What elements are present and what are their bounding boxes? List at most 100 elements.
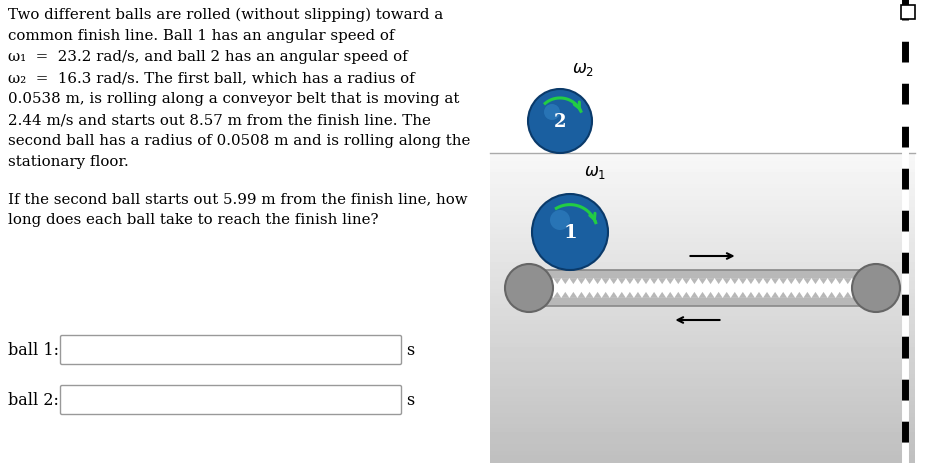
- Polygon shape: [763, 292, 771, 298]
- Polygon shape: [602, 279, 610, 284]
- Text: s: s: [406, 392, 414, 409]
- Polygon shape: [828, 292, 835, 298]
- Text: second ball has a radius of 0.0508 m and is rolling along the: second ball has a radius of 0.0508 m and…: [8, 134, 470, 148]
- Text: 1: 1: [563, 224, 577, 242]
- Polygon shape: [690, 279, 699, 284]
- Polygon shape: [545, 292, 554, 298]
- Bar: [901, 6, 915, 20]
- Polygon shape: [683, 292, 690, 298]
- Polygon shape: [844, 292, 852, 298]
- Polygon shape: [868, 279, 876, 284]
- Polygon shape: [844, 279, 852, 284]
- Text: $\omega_2$: $\omega_2$: [572, 61, 594, 78]
- Polygon shape: [715, 279, 722, 284]
- Polygon shape: [610, 292, 618, 298]
- Polygon shape: [699, 279, 706, 284]
- Polygon shape: [738, 279, 747, 284]
- Polygon shape: [835, 279, 844, 284]
- Polygon shape: [561, 292, 570, 298]
- Polygon shape: [658, 279, 666, 284]
- Text: ball 2:: ball 2:: [8, 392, 59, 409]
- Text: ball 1:: ball 1:: [8, 342, 59, 359]
- Polygon shape: [577, 292, 586, 298]
- Polygon shape: [610, 279, 618, 284]
- Polygon shape: [755, 279, 763, 284]
- Polygon shape: [626, 292, 634, 298]
- Text: stationary floor.: stationary floor.: [8, 155, 129, 169]
- Text: ω₁  =  23.2 rad/s, and ball 2 has an angular speed of: ω₁ = 23.2 rad/s, and ball 2 has an angul…: [8, 50, 408, 64]
- Polygon shape: [722, 292, 731, 298]
- Polygon shape: [683, 279, 690, 284]
- Polygon shape: [650, 292, 658, 298]
- Text: common finish line. Ball 1 has an angular speed of: common finish line. Ball 1 has an angula…: [8, 29, 394, 43]
- Polygon shape: [803, 292, 811, 298]
- Polygon shape: [529, 292, 538, 298]
- FancyBboxPatch shape: [61, 386, 402, 414]
- Polygon shape: [593, 292, 602, 298]
- Text: Two different balls are rolled (without slipping) toward a: Two different balls are rolled (without …: [8, 8, 444, 22]
- Polygon shape: [747, 292, 755, 298]
- Polygon shape: [561, 279, 570, 284]
- Polygon shape: [538, 292, 545, 298]
- Polygon shape: [586, 279, 593, 284]
- Polygon shape: [731, 292, 738, 298]
- Polygon shape: [852, 292, 860, 298]
- Polygon shape: [674, 279, 683, 284]
- Text: long does each ball take to reach the finish line?: long does each ball take to reach the fi…: [8, 213, 378, 226]
- Polygon shape: [634, 279, 642, 284]
- Circle shape: [528, 90, 592, 154]
- Polygon shape: [666, 279, 674, 284]
- Polygon shape: [860, 279, 868, 284]
- Polygon shape: [699, 292, 706, 298]
- Polygon shape: [779, 279, 787, 284]
- Polygon shape: [666, 292, 674, 298]
- Polygon shape: [586, 292, 593, 298]
- Polygon shape: [868, 292, 876, 298]
- Text: 2.44 m/s and starts out 8.57 m from the finish line. The: 2.44 m/s and starts out 8.57 m from the …: [8, 113, 431, 127]
- FancyBboxPatch shape: [61, 336, 402, 365]
- Polygon shape: [570, 292, 577, 298]
- Polygon shape: [642, 279, 650, 284]
- Polygon shape: [738, 292, 747, 298]
- Polygon shape: [650, 279, 658, 284]
- Circle shape: [550, 211, 570, 231]
- Polygon shape: [634, 292, 642, 298]
- Polygon shape: [828, 279, 835, 284]
- Polygon shape: [554, 279, 561, 284]
- Polygon shape: [852, 279, 860, 284]
- Polygon shape: [690, 292, 699, 298]
- Bar: [529, 270, 876, 307]
- Polygon shape: [787, 279, 795, 284]
- Polygon shape: [835, 292, 844, 298]
- Polygon shape: [763, 279, 771, 284]
- Text: $\omega_1$: $\omega_1$: [584, 163, 607, 181]
- Polygon shape: [602, 292, 610, 298]
- Polygon shape: [860, 292, 868, 298]
- Text: If the second ball starts out 5.99 m from the finish line, how: If the second ball starts out 5.99 m fro…: [8, 192, 467, 206]
- Polygon shape: [706, 292, 715, 298]
- Polygon shape: [626, 279, 634, 284]
- Polygon shape: [529, 279, 538, 284]
- Polygon shape: [618, 292, 626, 298]
- Polygon shape: [545, 279, 554, 284]
- Polygon shape: [795, 279, 803, 284]
- Polygon shape: [715, 292, 722, 298]
- Polygon shape: [787, 292, 795, 298]
- Circle shape: [505, 264, 553, 313]
- Polygon shape: [771, 279, 779, 284]
- Polygon shape: [722, 279, 731, 284]
- Polygon shape: [731, 279, 738, 284]
- Polygon shape: [618, 279, 626, 284]
- Polygon shape: [811, 292, 819, 298]
- Text: 2: 2: [554, 113, 566, 131]
- Polygon shape: [811, 279, 819, 284]
- Polygon shape: [554, 292, 561, 298]
- Polygon shape: [674, 292, 683, 298]
- Polygon shape: [803, 279, 811, 284]
- Polygon shape: [706, 279, 715, 284]
- Circle shape: [532, 194, 608, 270]
- Bar: [529, 279, 876, 298]
- Polygon shape: [577, 279, 586, 284]
- Polygon shape: [819, 292, 828, 298]
- Polygon shape: [538, 279, 545, 284]
